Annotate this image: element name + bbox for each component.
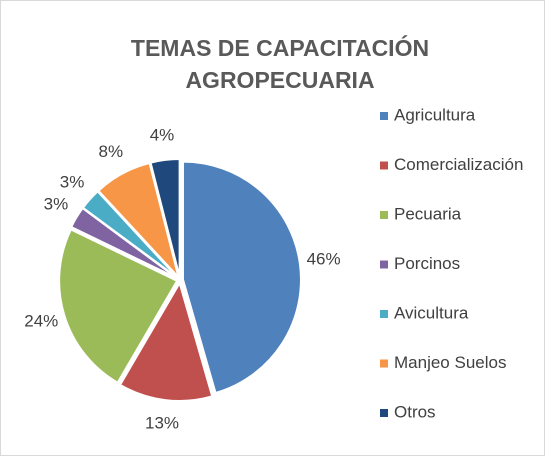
legend-swatch <box>380 211 388 219</box>
data-label: 8% <box>98 142 123 161</box>
legend-label: Pecuaria <box>394 204 462 223</box>
data-label: 3% <box>60 173 85 192</box>
legend-label: Comercialización <box>394 155 523 174</box>
data-label: 3% <box>44 194 69 213</box>
data-label: 4% <box>150 126 175 145</box>
legend-label: Porcinos <box>394 254 460 273</box>
legend-swatch <box>380 310 388 318</box>
legend-label: Avicultura <box>394 303 469 322</box>
data-label: 46% <box>307 249 341 268</box>
data-label: 24% <box>24 312 58 331</box>
pie-slice <box>118 280 214 402</box>
data-label: 13% <box>145 413 179 432</box>
legend-swatch <box>380 359 388 368</box>
legend-swatch <box>380 260 388 269</box>
legend-label: Otros <box>394 402 436 421</box>
legend-swatch <box>380 112 388 120</box>
pie-slice <box>58 228 179 385</box>
pie-slice <box>81 189 179 279</box>
pie-slice <box>97 161 180 279</box>
legend-label: Agricultura <box>394 105 476 124</box>
legend-swatch <box>380 409 388 417</box>
legend-swatch <box>380 161 388 170</box>
chart-title: TEMAS DE CAPACITACIÓN AGROPECUARIA <box>130 35 430 93</box>
legend-label: Manjeo Suelos <box>394 353 506 372</box>
pie-slice <box>181 160 302 395</box>
pie-slice <box>149 158 181 278</box>
